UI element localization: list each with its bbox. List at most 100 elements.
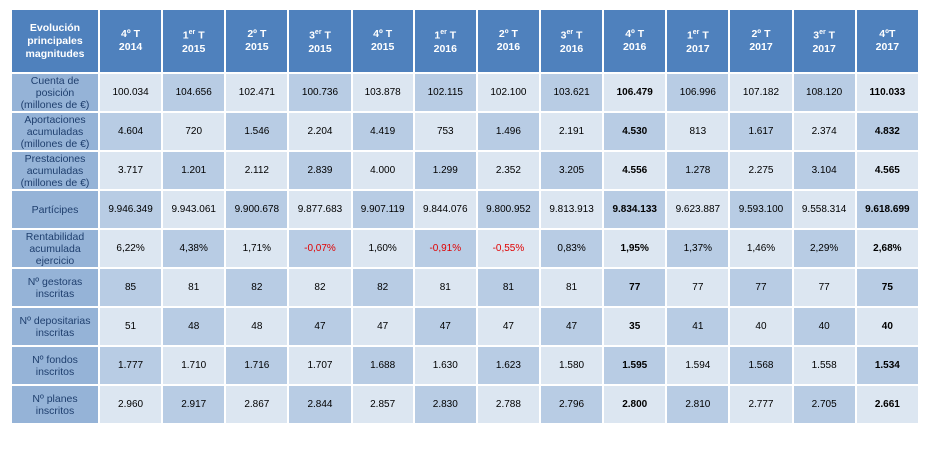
cell: 47 [541,308,603,345]
cell: 4.565 [856,152,918,189]
column-header: 4ºT 2017 [856,10,918,72]
cell: 47 [414,308,476,345]
quarter-t: T [324,29,331,42]
cell: 1.617 [730,113,792,150]
cell: 104.656 [163,74,225,111]
quarter-number: 2º [498,28,509,40]
cell: 2.705 [793,386,855,423]
cell: 4.419 [352,113,413,150]
column-header: 3er T 2017 [793,10,855,72]
quarter-number: 1 [434,29,441,42]
cell: 2.917 [163,386,225,423]
column-header: 2º T 2016 [477,10,539,72]
cell: 1.558 [793,347,855,384]
cell: 77 [730,269,792,306]
cell: 9.618.699 [856,191,918,228]
cell: 2.857 [352,386,413,423]
year: 2015 [182,42,206,55]
column-header: 4º T 2016 [604,10,666,72]
table-row: Cuenta de posición (millones de €) 100.03… [12,74,918,111]
cell: 2.275 [730,152,792,189]
cell: 81 [163,269,225,306]
row-label: Aportaciones acumuladas (millones de €) [12,113,98,150]
cell: 1.201 [163,152,225,189]
table-row: Nº fondos inscritos 1.777 1.710 1.716 1.707 1… [12,347,918,384]
quarter-number: 4ºT [879,28,896,40]
cell: 3.717 [100,152,162,189]
cell: 75 [856,269,918,306]
year: 2015 [245,41,269,53]
data-table: Evolución principales magnitudes 4º T 201… [10,8,920,425]
cell: 35 [604,308,666,345]
row-label: Nº fondos inscritos [12,347,98,384]
cell: 1,46% [730,230,792,267]
cell: -0,91% [414,230,476,267]
cell: 6,22% [100,230,162,267]
cell: 4.000 [352,152,413,189]
cell: 107.182 [730,74,792,111]
table-row: Nº planes inscritos 2.960 2.917 2.867 2.844 2… [12,386,918,423]
cell: 40 [856,308,918,345]
table-row: Aportaciones acumuladas (millones de €) 4… [12,113,918,150]
quarter-suffix: er [566,29,574,37]
table-row: Partícipes 9.946.349 9.943.061 9.900.678 9.8… [12,191,918,228]
year: 2016 [496,41,521,53]
quarter-suffix: er [692,29,700,37]
quarter-t: T [828,29,836,42]
quarter-suffix: er [819,29,826,37]
cell: 40 [793,308,855,345]
cell: 2.800 [604,386,666,423]
quarter-t: T [702,29,709,42]
cell: 9.907.119 [352,191,413,228]
cell: 106.996 [667,74,729,111]
cell: 1.594 [667,347,729,384]
cell: 2.204 [289,113,351,150]
quarter-t: T [259,28,267,40]
cell: 1.580 [541,347,603,384]
cell: 2.788 [477,386,539,423]
row-label: Partícipes [12,191,98,228]
cell: 82 [226,269,288,306]
cell: 2.810 [667,386,729,423]
cell: 77 [667,269,729,306]
cell: 51 [100,308,162,345]
cell: 9.800.952 [477,191,539,228]
cell: 1,37% [667,230,729,267]
cell: 47 [477,308,539,345]
column-header: 2º T 2017 [730,10,792,72]
table-row: Rentabilidad acumulada ejercicio 6,22% 4,3… [12,230,918,267]
cell: 1.630 [414,347,476,384]
cell: 102.471 [226,74,288,111]
quarter-suffix: er [188,29,196,37]
cell: 48 [163,308,225,345]
quarter-t: T [511,28,518,40]
quarter-number: 4º [625,28,635,40]
table-row: Prestaciones acumuladas (millones de €) 3… [12,152,918,189]
row-label: Nº gestoras inscritas [12,269,98,306]
cell: 4,38% [163,230,225,267]
corner-header: Evolución principales magnitudes [12,10,98,72]
cell: 102.100 [477,74,539,111]
year: 2017 [812,42,836,55]
column-header: 2º T 2015 [226,10,288,72]
row-label: Prestaciones acumuladas (millones de €) [12,152,98,189]
cell: 4.832 [856,113,918,150]
cell: 1.278 [667,152,729,189]
cell: 110.033 [856,74,918,111]
cell: 2.960 [100,386,162,423]
cell: 2.777 [730,386,792,423]
cell: 2.796 [541,386,603,423]
quarter-t: T [449,29,457,42]
column-header: 1er T 2015 [163,10,225,72]
header-row: Evolución principales magnitudes 4º T 201… [12,10,918,72]
cell: 720 [163,113,225,150]
cell: 108.120 [793,74,855,111]
quarter-number: 2º [247,28,258,40]
column-header: 4º T 2015 [352,10,413,72]
cell: 100.736 [289,74,351,111]
cell: 1.710 [163,347,225,384]
cell: 1.534 [856,347,918,384]
row-label: Rentabilidad acumulada ejercicio [12,230,98,267]
cell: 753 [414,113,476,150]
row-label: Nº planes inscritos [12,386,98,423]
